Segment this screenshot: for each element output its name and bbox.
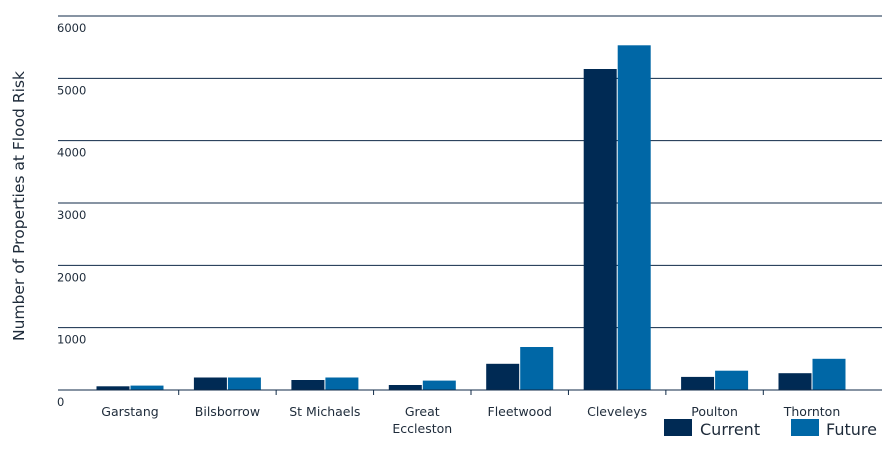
bar-future: [715, 370, 749, 390]
y-tick-label: 1000: [57, 333, 86, 347]
gridlines: [58, 15, 882, 329]
legend-label-current: Current: [700, 420, 760, 439]
y-tick-label: 3000: [57, 208, 86, 222]
bar-current: [583, 69, 617, 390]
bar-current: [193, 377, 227, 390]
x-axis-ticks: Garstang Bilsborrow St Michaels Great Eccles…: [101, 390, 840, 436]
x-tick-label: St Michaels: [289, 404, 360, 419]
bar-future: [130, 385, 164, 390]
y-tick-label: 0: [57, 395, 64, 409]
bar-future: [325, 377, 359, 390]
y-tick-label: 5000: [57, 83, 86, 97]
bar-future: [812, 358, 846, 390]
legend: Current Future: [664, 419, 877, 439]
bar-future: [617, 45, 651, 391]
bar-current: [681, 376, 715, 390]
legend-swatch-current: [664, 419, 692, 436]
x-tick-label: Bilsborrow: [195, 404, 260, 419]
x-tick-label: Fleetwood: [488, 404, 552, 419]
bar-current: [96, 386, 130, 390]
bar-future: [227, 377, 261, 390]
bar-current: [486, 363, 520, 390]
x-tick-label: Garstang: [101, 404, 158, 419]
x-tick-label: Great Eccleston: [392, 404, 452, 436]
bars: [96, 45, 846, 391]
y-tick-label: 2000: [57, 270, 86, 284]
bar-future: [520, 347, 554, 390]
legend-swatch-future: [791, 419, 819, 436]
bar-current: [388, 385, 422, 390]
x-tick-label: Poulton: [691, 404, 738, 419]
bar-future: [422, 380, 456, 390]
y-axis-label: Number of Properties at Flood Risk: [10, 71, 28, 341]
y-tick-label: 4000: [57, 146, 86, 160]
x-tick-label: Thornton: [783, 404, 841, 419]
bar-current: [291, 380, 325, 390]
y-tick-label: 6000: [57, 21, 86, 35]
legend-label-future: Future: [826, 420, 877, 439]
bar-current: [778, 373, 812, 390]
y-axis-ticks: 0 1000 2000 3000 4000 5000 6000: [57, 21, 86, 409]
x-tick-label: Cleveleys: [587, 404, 647, 419]
